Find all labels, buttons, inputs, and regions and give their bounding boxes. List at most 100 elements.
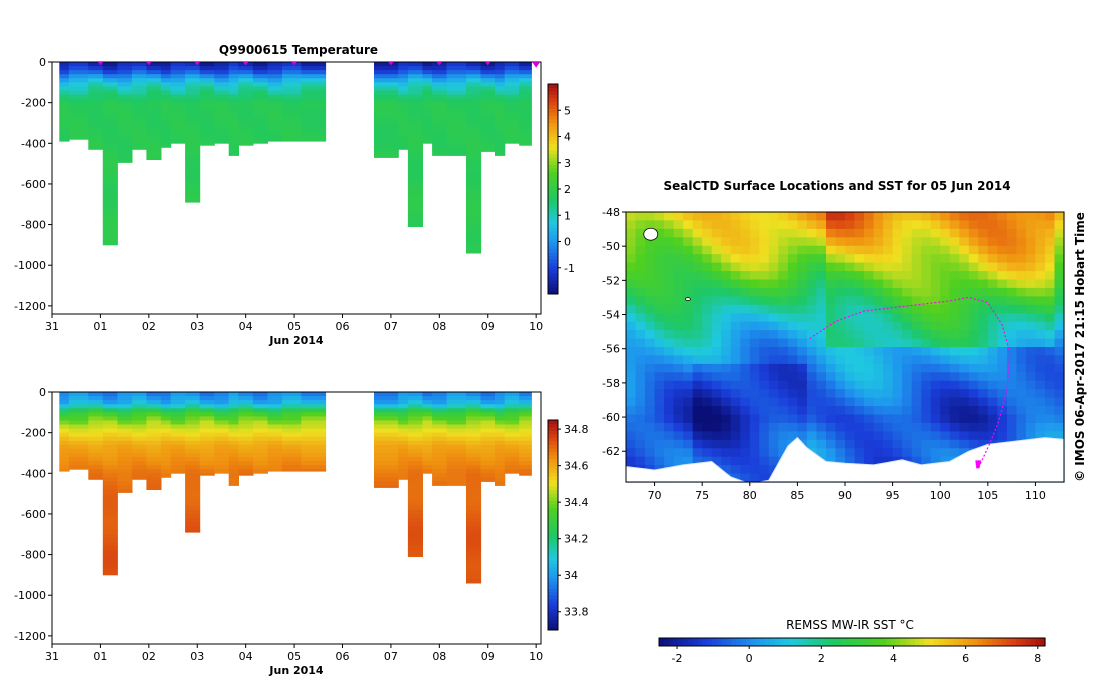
sst-cell [740,245,751,255]
sst-cell [1025,296,1036,306]
sst-cell [987,220,998,230]
sst-cell [816,271,827,281]
sst-cell [835,380,846,390]
sst-cell [1045,220,1056,230]
sst-cell [692,237,703,247]
sst-cell [654,330,665,340]
sst-cell [626,372,637,382]
sst-cell [921,220,932,230]
sst-cell [787,347,798,356]
section-cell [466,518,482,523]
colorbar-tick-label: 34.8 [564,423,589,436]
section-cell [131,78,147,83]
sst-cell [664,389,675,399]
section-cell [504,461,520,466]
sst-cell [854,254,865,264]
sst-cell [635,448,646,458]
sst-cell [854,347,865,356]
sst-cell [635,212,646,221]
x-tick-label: 03 [190,320,204,333]
sst-cell [911,212,922,221]
sst-cell [740,313,751,323]
section-cell [495,135,506,140]
section-cell [422,440,433,446]
sst-cell [949,245,960,255]
section-cell [374,400,399,405]
sst-cell [854,389,865,399]
section-cell [480,465,496,470]
x-tick-label: 09 [481,320,495,333]
sst-cell [787,389,798,399]
section-cell [102,106,118,112]
sst-cell [673,330,684,340]
sst-cell [921,237,932,247]
sst-cell [826,330,837,340]
section-cell [117,404,133,409]
section-cell [185,461,201,466]
sst-cell [1025,338,1036,348]
section-cell [495,70,506,75]
section-cell [252,90,268,95]
section-cell [495,432,506,438]
sst-cell [702,212,713,221]
section-cell [170,127,186,132]
sst-cell [1035,237,1046,247]
sst-cell [797,313,808,323]
sst-cell [873,237,884,247]
section-cell [407,102,423,108]
section-cell [422,135,433,140]
section-cell [422,436,433,442]
section-cell [407,392,423,397]
sst-cell [711,212,722,221]
section-cell [146,70,162,75]
sst-cell [1006,287,1017,297]
sst-cell [959,212,970,221]
section-cell [504,420,520,425]
section-cell [282,102,302,108]
section-cell [301,448,327,454]
colorbar-segment [548,210,558,214]
sst-cell [711,254,722,264]
sst-cell [806,422,817,432]
colorbar-segment [548,234,558,239]
sst-cell [806,372,817,382]
sst-cell [778,237,789,247]
section-cell [88,457,104,462]
sst-cell [864,338,875,348]
section-cell [407,118,423,124]
section-cell [374,127,399,132]
x-tick-label: 04 [239,320,253,333]
section-cell [422,404,433,409]
sst-cell [654,389,665,399]
colorbar-segment [991,638,998,646]
section-cell [407,396,423,401]
section-cell [466,501,482,507]
colorbar-segment [548,199,558,204]
section-cell [117,420,133,425]
section-cell [88,428,104,434]
sst-cell [816,448,827,458]
sst-cell [1025,313,1036,323]
section-cell [228,62,239,67]
section-cell [446,436,467,442]
section-cell [252,66,268,71]
section-cell [374,78,399,83]
sst-cell [978,212,989,221]
section-cell [170,412,186,417]
section-cell [160,90,172,95]
section-cell [267,135,283,140]
section-cell [466,159,482,164]
sst-cell [1054,237,1065,247]
section-cell [117,473,133,478]
sst-cell [997,245,1008,255]
sst-cell [806,254,817,264]
section-cell [185,155,201,160]
section-cell [422,432,433,438]
section-cell [466,131,482,136]
section-cell [102,444,118,450]
section-cell [519,135,532,140]
section-cell [519,416,532,421]
sst-cell [1016,228,1027,238]
section-cell [146,98,162,104]
sst-cell [1054,380,1065,390]
